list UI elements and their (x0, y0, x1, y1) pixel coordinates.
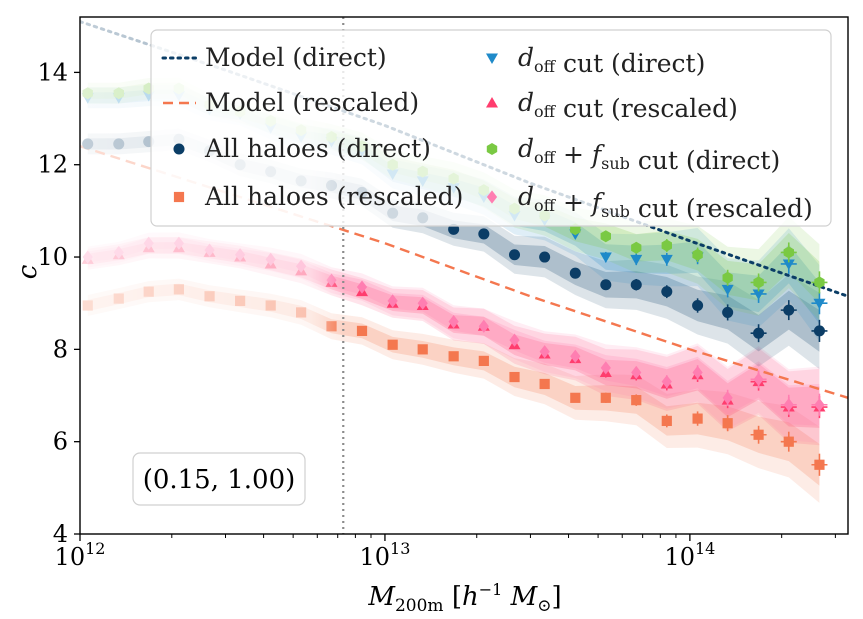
legend-item-model-rescaled: Model (rescaled) (163, 88, 419, 117)
legend-label: doff cut (rescaled) (518, 88, 738, 123)
y-tick-label: 4 (53, 520, 68, 548)
legend-item-d-off-cut-rescaled: doff cut (rescaled) (486, 88, 738, 123)
legend-item-d-off-f-sub-cut-direct: doff + fsub cut (direct) (486, 134, 780, 175)
legend-label: Model (direct) (205, 43, 387, 72)
y-tick-label: 12 (37, 151, 68, 179)
legend-swatch (173, 143, 185, 155)
legend-swatch (486, 143, 498, 155)
legend-label: Model (rescaled) (205, 88, 419, 117)
y-axis-label: c (13, 264, 43, 279)
legend-item-d-off-cut-direct: doff cut (direct) (486, 43, 705, 78)
legend-label: All haloes (rescaled) (204, 182, 463, 211)
x-tick-label: 1012 (55, 539, 106, 571)
y-tick-label: 14 (37, 58, 68, 86)
legend-swatch (486, 190, 498, 204)
annotation-box: (0.15, 1.00) (132, 452, 306, 506)
x-axis-label: M200m [h−1 M⊙] (367, 580, 561, 616)
legend-label: doff + fsub cut (rescaled) (518, 182, 813, 223)
legend-box (150, 29, 832, 227)
legend-item-model-direct: Model (direct) (161, 43, 387, 72)
annotation-text: (0.15, 1.00) (143, 465, 296, 495)
y-tick-label: 10 (37, 243, 68, 271)
legend-item-d-off-f-sub-cut-rescaled: doff + fsub cut (rescaled) (486, 182, 813, 223)
legend-label: doff cut (direct) (518, 43, 705, 78)
plot-frame (79, 16, 849, 535)
x-tick-label: 1014 (664, 539, 715, 571)
legend: Model (direct) doff cut (direct) Model (re… (150, 29, 832, 227)
legend-swatch (486, 97, 498, 108)
legend-label: All haloes (direct) (204, 134, 431, 163)
legend-item-all-haloes-direct: All haloes (direct) (173, 134, 431, 163)
legend-swatch (173, 191, 185, 203)
legend-swatch (486, 53, 498, 64)
legend-item-all-haloes-rescaled: All haloes (rescaled) (173, 182, 463, 211)
x-tick-label: 1013 (359, 539, 410, 571)
legend-label: doff + fsub cut (direct) (518, 134, 780, 175)
y-tick-label: 6 (53, 428, 68, 456)
y-tick-label: 8 (53, 335, 68, 363)
